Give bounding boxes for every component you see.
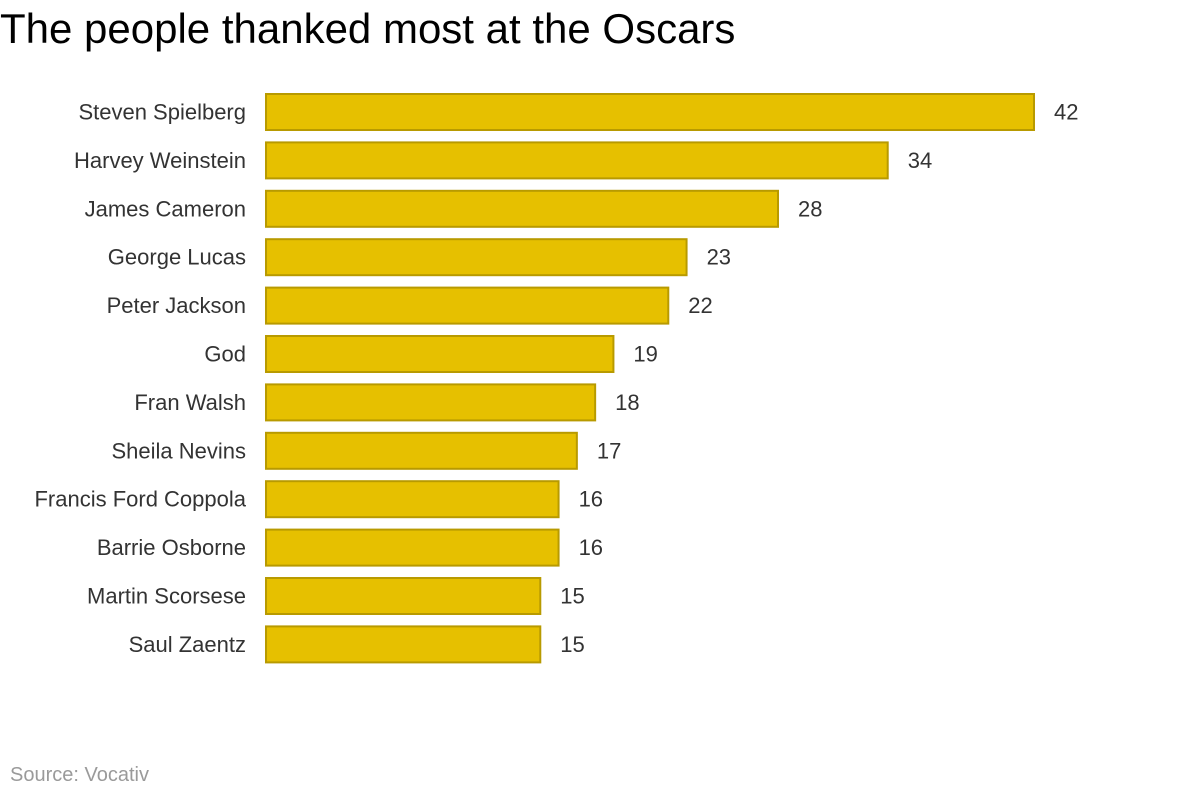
value-label: 23 xyxy=(707,245,731,270)
bar xyxy=(265,335,615,373)
value-label: 22 xyxy=(688,293,712,318)
value-label: 15 xyxy=(560,584,584,609)
chart-title: The people thanked most at the Oscars xyxy=(0,5,736,52)
bar xyxy=(265,238,688,277)
category-label: Harvey Weinstein xyxy=(74,148,246,173)
value-label: 34 xyxy=(908,148,932,173)
bars-group xyxy=(265,93,1035,664)
category-label: Steven Spielberg xyxy=(78,100,246,125)
category-label: Peter Jackson xyxy=(107,293,246,318)
category-label: God xyxy=(204,342,246,367)
category-label: Fran Walsh xyxy=(134,390,246,415)
value-label: 28 xyxy=(798,196,822,221)
value-label: 18 xyxy=(615,390,639,415)
bar xyxy=(265,528,560,567)
value-label: 17 xyxy=(597,438,621,463)
category-label: Sheila Nevins xyxy=(111,438,246,463)
value-label: 16 xyxy=(579,535,603,560)
bar xyxy=(265,431,578,470)
value-label: 16 xyxy=(579,487,603,512)
bar xyxy=(265,480,560,519)
value-labels: 42 34 28 23 22 19 18 17 16 16 15 15 xyxy=(560,100,1078,657)
bar xyxy=(265,286,670,325)
bar xyxy=(265,577,542,615)
category-label: Francis Ford Coppola xyxy=(34,487,246,512)
source-note: Source: Vocativ xyxy=(10,764,149,786)
bar xyxy=(265,189,779,228)
bar xyxy=(265,93,1035,131)
value-label: 15 xyxy=(560,632,584,657)
category-label: James Cameron xyxy=(85,196,246,221)
category-label: George Lucas xyxy=(108,245,246,270)
category-label: Barrie Osborne xyxy=(97,535,246,560)
bar xyxy=(265,141,889,180)
bar xyxy=(265,383,597,422)
category-label: Martin Scorsese xyxy=(87,584,246,609)
bar xyxy=(265,625,542,664)
category-labels: Steven Spielberg Harvey Weinstein James Ca… xyxy=(34,100,246,657)
category-label: Saul Zaentz xyxy=(129,632,246,657)
value-label: 19 xyxy=(633,342,657,367)
value-label: 42 xyxy=(1054,100,1078,125)
